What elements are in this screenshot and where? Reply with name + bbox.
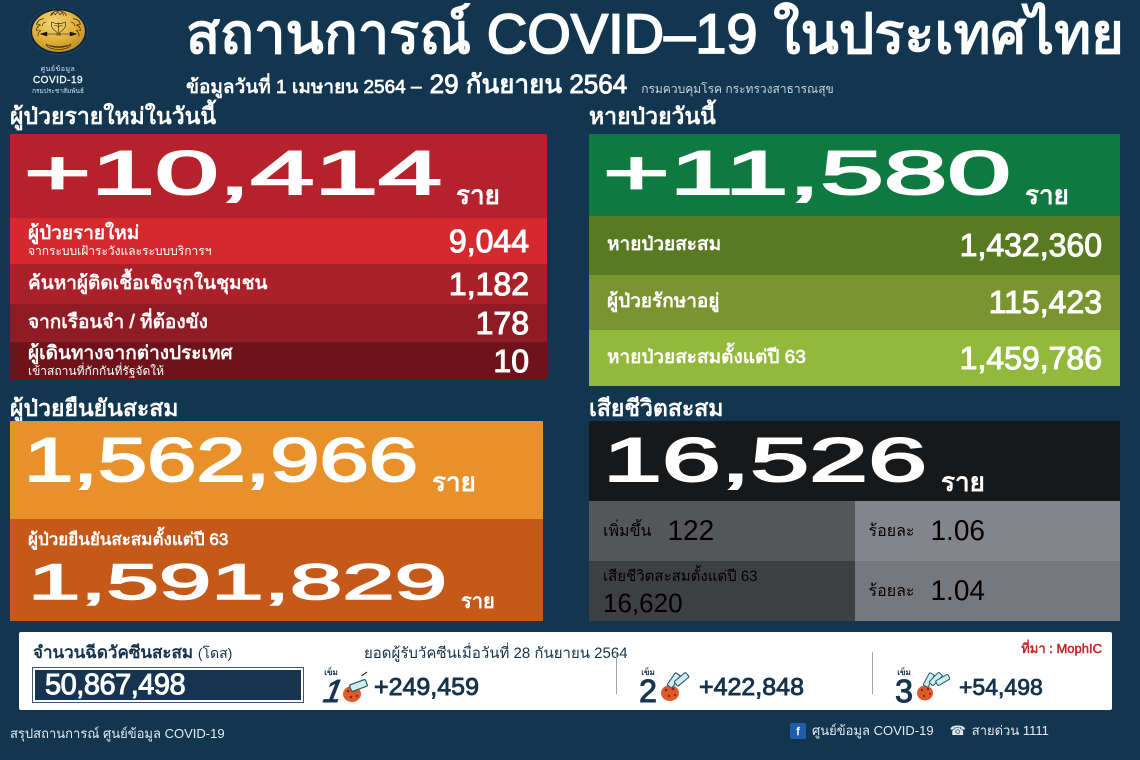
- svg-text:+11,580: +11,580: [603, 139, 1011, 206]
- svg-text:1,591,829: 1,591,829: [28, 554, 447, 609]
- svg-text:ก.ส.: ก.ส.: [55, 33, 61, 37]
- svg-text:1,562,966: 1,562,966: [24, 426, 418, 493]
- svg-text:+10,414: +10,414: [24, 139, 442, 206]
- svg-text:16,526: 16,526: [603, 426, 927, 493]
